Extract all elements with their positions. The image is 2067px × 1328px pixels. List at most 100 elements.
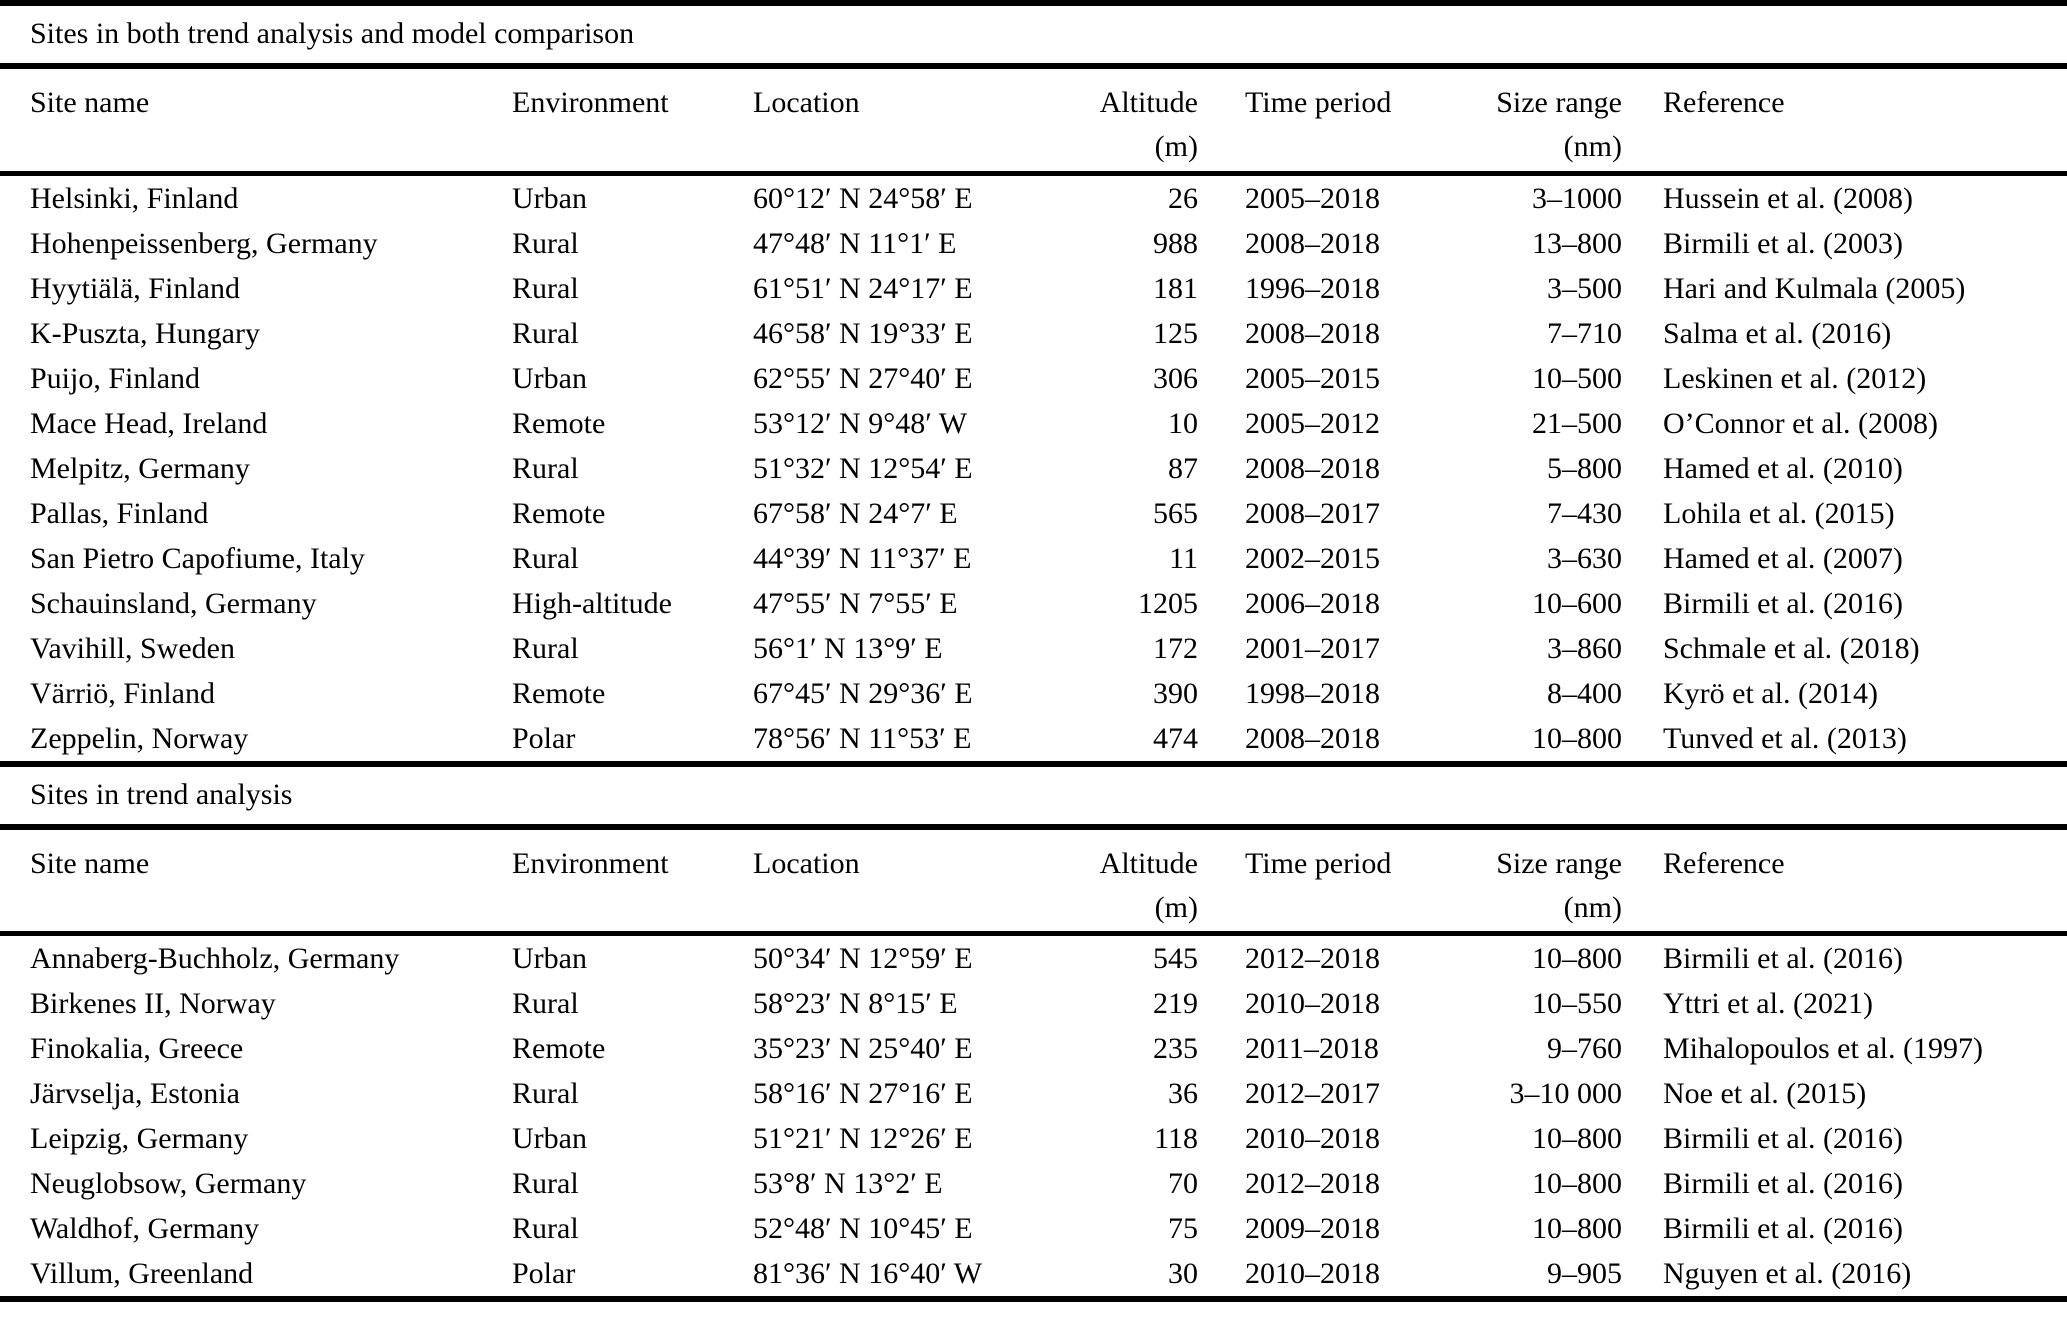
altitude-cell: 1205	[1138, 586, 1198, 620]
site-name-cell: Hyytiälä, Finland	[30, 271, 240, 305]
altitude-cell: 306	[1153, 361, 1198, 395]
size-range-cell: 3–860	[1547, 631, 1622, 665]
column-label: Environment	[512, 846, 669, 880]
location-cell: 47°55′ N 7°55′ E	[753, 586, 958, 620]
reference-cell: Nguyen et al. (2016)	[1663, 1257, 1912, 1290]
site-name-cell: Zeppelin, Norway	[30, 721, 249, 755]
section-title: Sites in both trend analysis and model c…	[0, 0, 2067, 69]
environment-cell: Urban	[512, 181, 587, 215]
time-period-cell: 2012–2018	[1245, 942, 1380, 975]
altitude-cell: 11	[1169, 541, 1198, 575]
location-cell: 53°8′ N 13°2′ E	[753, 1167, 943, 1200]
section-title-row: Sites in trend analysis	[0, 760, 2067, 830]
time-period-cell: 2010–2018	[1245, 1122, 1380, 1155]
column-header-site-name: Site name	[0, 66, 482, 176]
table-section-2: Sites in trend analysis Site name Environm…	[0, 760, 2067, 1300]
location-cell: 81°36′ N 16°40′ W	[753, 1257, 983, 1290]
environment-cell: Urban	[512, 1122, 587, 1155]
site-name-cell: Järvselja, Estonia	[30, 1077, 240, 1110]
column-unit: (m)	[1154, 130, 1198, 163]
environment-cell: Rural	[512, 451, 579, 485]
altitude-cell: 988	[1153, 226, 1198, 260]
column-label: Time period	[1245, 86, 1392, 119]
time-period-cell: 2006–2018	[1245, 586, 1380, 620]
site-name-cell: Vavihill, Sweden	[30, 631, 235, 665]
table-row: Melpitz, Germany Rural 51°32′ N 12°54′ E 87…	[0, 446, 2067, 491]
column-header-environment: Environment	[482, 826, 723, 936]
column-label: Reference	[1663, 86, 1785, 119]
table-row: Villum, Greenland Polar 81°36′ N 16°40′ W 3…	[0, 1251, 2067, 1299]
location-cell: 58°16′ N 27°16′ E	[753, 1077, 973, 1110]
altitude-cell: 474	[1153, 721, 1198, 755]
size-range-cell: 3–630	[1547, 541, 1622, 575]
time-period-cell: 2012–2018	[1245, 1167, 1380, 1200]
environment-cell: Rural	[512, 316, 579, 350]
column-header-altitude: Altitude (m)	[1023, 66, 1198, 176]
altitude-cell: 235	[1153, 1032, 1198, 1065]
time-period-cell: 2010–2018	[1245, 987, 1380, 1020]
time-period-cell: 1996–2018	[1245, 271, 1380, 305]
altitude-cell: 125	[1153, 316, 1198, 350]
table-row: Hohenpeissenberg, Germany Rural 47°48′ N 1…	[0, 221, 2067, 266]
site-name-cell: Birkenes II, Norway	[30, 987, 276, 1020]
altitude-cell: 219	[1153, 987, 1198, 1020]
reference-cell: Hamed et al. (2010)	[1663, 451, 1903, 485]
size-range-cell: 10–800	[1532, 1212, 1622, 1245]
environment-cell: Rural	[512, 987, 579, 1020]
location-cell: 56°1′ N 13°9′ E	[753, 631, 943, 665]
altitude-cell: 30	[1168, 1257, 1198, 1290]
reference-cell: Leskinen et al. (2012)	[1663, 361, 1927, 395]
site-name-cell: Schauinsland, Germany	[30, 586, 317, 620]
column-header-time-period: Time period	[1198, 826, 1428, 936]
altitude-cell: 172	[1153, 631, 1198, 665]
time-period-cell: 2005–2015	[1245, 361, 1380, 395]
size-range-cell: 9–905	[1547, 1257, 1622, 1290]
reference-cell: Lohila et al. (2015)	[1663, 496, 1895, 530]
column-label: Altitude	[1099, 86, 1198, 119]
environment-cell: Rural	[512, 1212, 579, 1245]
location-cell: 60°12′ N 24°58′ E	[753, 181, 973, 215]
size-range-cell: 8–400	[1547, 676, 1622, 710]
time-period-cell: 2008–2017	[1245, 496, 1380, 530]
time-period-cell: 2010–2018	[1245, 1257, 1380, 1290]
environment-cell: Polar	[512, 1257, 576, 1290]
reference-cell: Salma et al. (2016)	[1663, 316, 1892, 350]
location-cell: 78°56′ N 11°53′ E	[753, 721, 972, 755]
environment-cell: High-altitude	[512, 586, 672, 620]
location-cell: 47°48′ N 11°1′ E	[753, 226, 957, 260]
time-period-cell: 1998–2018	[1245, 676, 1380, 710]
column-label: Location	[753, 846, 860, 880]
column-label: Size range	[1496, 846, 1622, 880]
environment-cell: Urban	[512, 942, 587, 975]
location-cell: 67°45′ N 29°36′ E	[753, 676, 973, 710]
environment-cell: Urban	[512, 361, 587, 395]
altitude-cell: 26	[1168, 181, 1198, 215]
column-header-location: Location	[723, 826, 1023, 936]
location-cell: 46°58′ N 19°33′ E	[753, 316, 973, 350]
column-header-location: Location	[723, 66, 1023, 176]
size-range-cell: 10–800	[1532, 942, 1622, 975]
reference-cell: Mihalopoulos et al. (1997)	[1663, 1032, 1983, 1065]
reference-cell: Kyrö et al. (2014)	[1663, 676, 1878, 710]
environment-cell: Rural	[512, 541, 579, 575]
table-row: Mace Head, Ireland Remote 53°12′ N 9°48′ W…	[0, 401, 2067, 446]
table-row: Värriö, Finland Remote 67°45′ N 29°36′ E 39…	[0, 671, 2067, 716]
site-name-cell: Finokalia, Greece	[30, 1032, 244, 1065]
column-header-row: Site name Environment Location Altitude (m) T…	[0, 826, 2067, 936]
time-period-cell: 2008–2018	[1245, 721, 1380, 755]
column-label: Location	[753, 86, 860, 119]
site-name-cell: Puijo, Finland	[30, 361, 201, 395]
table-row: Pallas, Finland Remote 67°58′ N 24°7′ E 565…	[0, 491, 2067, 536]
site-name-cell: Leipzig, Germany	[30, 1122, 249, 1155]
size-range-cell: 3–10 000	[1509, 1077, 1623, 1110]
location-cell: 67°58′ N 24°7′ E	[753, 496, 958, 530]
reference-cell: Birmili et al. (2003)	[1663, 226, 1903, 260]
column-label: Time period	[1245, 846, 1392, 880]
table-row: K-Puszta, Hungary Rural 46°58′ N 19°33′ E 1…	[0, 311, 2067, 356]
column-label: Environment	[512, 86, 669, 119]
column-unit: (nm)	[1563, 130, 1622, 163]
location-cell: 61°51′ N 24°17′ E	[753, 271, 973, 305]
column-header-environment: Environment	[482, 66, 723, 176]
column-label: Altitude	[1099, 846, 1198, 880]
